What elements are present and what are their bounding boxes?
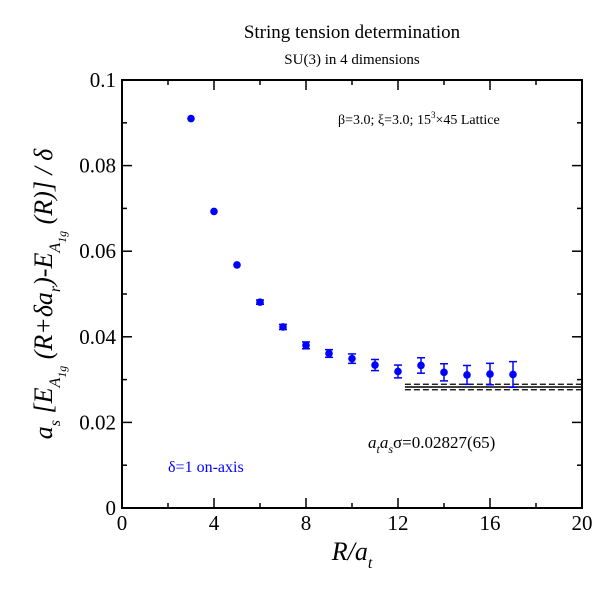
fit-band bbox=[404, 383, 581, 391]
data-point bbox=[233, 261, 241, 269]
x-tick-label: 16 bbox=[480, 511, 501, 535]
lattice-annotation: β=3.0; ξ=3.0; 153×45 Lattice bbox=[338, 110, 500, 128]
x-tick-label: 0 bbox=[117, 511, 128, 535]
y-tick-label: 0.04 bbox=[79, 325, 116, 349]
data-point bbox=[417, 361, 425, 370]
x-tick-label: 12 bbox=[388, 511, 409, 535]
data-point bbox=[463, 371, 471, 379]
fit-result-label: atasσ=0.02827(65) bbox=[368, 433, 495, 456]
x-tick-label: 8 bbox=[301, 511, 312, 535]
data-point bbox=[394, 367, 402, 376]
y-axis-label: as [EA1g (R+δar)-EA1g (R)] / δ bbox=[29, 148, 69, 439]
lattice-rest: ×45 Lattice bbox=[435, 113, 499, 128]
beta-value: β=3.0; bbox=[338, 113, 374, 128]
y-tick-label: 0 bbox=[106, 496, 117, 520]
lattice-base: 15 bbox=[417, 113, 431, 128]
xi-value: ξ=3.0; bbox=[378, 113, 414, 128]
y-tick-label: 0.08 bbox=[79, 154, 116, 178]
data-point bbox=[187, 114, 195, 123]
legend-entry: δ=1 on-axis bbox=[168, 459, 244, 476]
data-point bbox=[210, 207, 218, 216]
data-points bbox=[187, 114, 517, 389]
x-axis-ticks: 0 4 8 12 16 20 bbox=[117, 80, 593, 535]
data-point bbox=[256, 298, 264, 306]
data-point bbox=[509, 370, 517, 379]
data-point bbox=[302, 341, 310, 350]
x-axis-label: R/at bbox=[331, 537, 373, 572]
data-point bbox=[325, 349, 333, 358]
chart-title: String tension determination bbox=[244, 22, 461, 43]
data-point bbox=[486, 370, 494, 378]
data-point bbox=[440, 368, 448, 377]
data-point bbox=[348, 354, 356, 363]
y-tick-label: 0.02 bbox=[79, 410, 116, 434]
chart-subtitle: SU(3) in 4 dimensions bbox=[284, 52, 420, 68]
data-point bbox=[279, 323, 287, 331]
y-tick-label: 0.1 bbox=[90, 68, 116, 92]
lattice-exponent: 3 bbox=[431, 110, 436, 120]
x-tick-label: 20 bbox=[572, 511, 593, 535]
y-axis-ticks: 0 0.02 0.04 0.06 0.08 0.1 bbox=[79, 68, 582, 520]
data-point bbox=[371, 361, 379, 369]
plot-frame bbox=[121, 79, 583, 509]
y-tick-label: 0.06 bbox=[79, 239, 116, 263]
x-tick-label: 4 bbox=[209, 511, 220, 535]
